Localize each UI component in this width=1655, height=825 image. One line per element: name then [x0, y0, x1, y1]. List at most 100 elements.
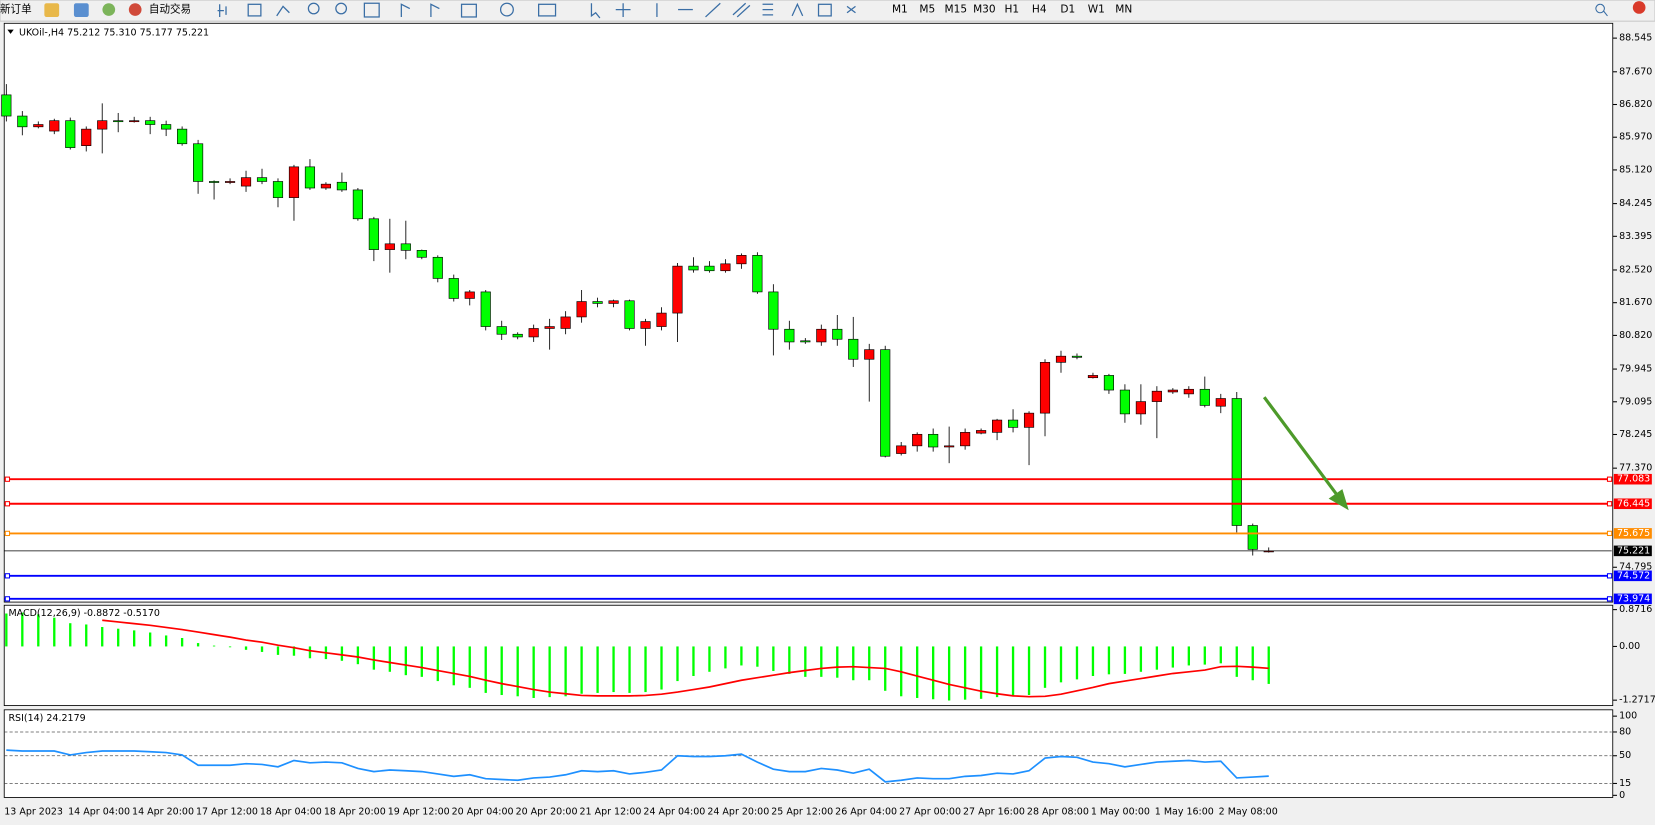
candle-body — [496, 326, 507, 335]
candle-body — [209, 181, 220, 183]
candle-body — [960, 432, 971, 447]
icon[interactable] — [102, 3, 116, 16]
y-tick-label: 0 — [1619, 790, 1625, 801]
candle-body — [752, 255, 763, 293]
price-label: 77.083 — [1617, 474, 1650, 485]
icon[interactable] — [128, 3, 142, 16]
candle-body — [1087, 375, 1099, 379]
candle-body — [672, 265, 683, 314]
timeframe-button[interactable]: D1 — [1060, 4, 1075, 16]
candle-body — [352, 189, 363, 220]
candle-body — [81, 128, 92, 146]
candle-body — [432, 256, 443, 279]
candle-body — [33, 124, 44, 128]
icon[interactable] — [590, 3, 601, 19]
icon[interactable] — [499, 2, 514, 17]
level-handle — [1606, 596, 1613, 602]
candle-body — [113, 120, 124, 123]
candle-body — [608, 300, 619, 304]
icon[interactable] — [460, 3, 477, 18]
icon[interactable] — [817, 3, 832, 17]
x-tick-label: 2 May 08:00 — [1219, 807, 1278, 818]
level-handle — [1606, 476, 1613, 482]
price-label-box — [1613, 528, 1652, 539]
candle-body — [193, 143, 204, 182]
x-tick-label: 20 Apr 04:00 — [452, 807, 514, 818]
toolbar: 新订单 自动交易 — [0, 0, 1655, 22]
candle-body — [49, 120, 60, 132]
title-marker — [7, 29, 14, 34]
candle-body — [464, 291, 475, 299]
candle-body — [544, 326, 555, 329]
candle-body — [976, 430, 987, 434]
icon[interactable] — [762, 3, 774, 16]
candle-body — [896, 445, 907, 454]
timeframe-button[interactable]: H1 — [1004, 4, 1019, 16]
icon[interactable] — [276, 5, 290, 17]
price-label-box — [1613, 593, 1652, 605]
candle-body — [928, 433, 939, 448]
y-tick-label: 50 — [1619, 750, 1631, 761]
x-tick-label: 20 Apr 20:00 — [516, 807, 578, 818]
auto-trading-button[interactable]: 自动交易 — [149, 3, 191, 16]
candle-body — [816, 328, 827, 343]
icon[interactable] — [73, 3, 89, 17]
candle-body — [1007, 419, 1019, 428]
y-tick-label: 0.00 — [1619, 641, 1640, 652]
candle-body — [448, 278, 459, 299]
icon[interactable] — [307, 2, 320, 15]
icon[interactable] — [791, 2, 804, 17]
timeframe-button[interactable]: W1 — [1088, 4, 1105, 16]
candle-body — [65, 120, 76, 148]
candle-body — [320, 183, 332, 189]
candle-body — [256, 177, 268, 182]
level-handle — [4, 501, 11, 507]
icon[interactable] — [430, 3, 440, 17]
candle-body — [1231, 398, 1242, 526]
y-tick-label: 78.245 — [1619, 429, 1652, 440]
x-tick-label: 18 Apr 04:00 — [260, 807, 322, 818]
icon[interactable] — [247, 3, 262, 17]
x-tick-label: 27 Apr 00:00 — [899, 807, 961, 818]
icon[interactable] — [335, 2, 348, 15]
candle-body — [736, 255, 747, 265]
candle-body — [1167, 389, 1178, 393]
candle-body — [992, 419, 1003, 433]
icon[interactable] — [538, 3, 557, 17]
timeframe-button[interactable]: M5 — [919, 4, 935, 16]
y-tick-label: 79.945 — [1619, 364, 1652, 375]
candle-body — [1071, 355, 1083, 358]
timeframe-button[interactable]: M30 — [973, 4, 996, 16]
icon[interactable] — [400, 3, 411, 17]
candle-body — [1, 94, 12, 117]
icon[interactable] — [217, 4, 227, 17]
candle-body — [97, 120, 108, 130]
candle-body — [1247, 525, 1258, 550]
icon[interactable] — [705, 2, 721, 18]
icon[interactable] — [615, 3, 631, 17]
search-icon[interactable] — [1595, 3, 1608, 17]
candle-body — [640, 321, 651, 329]
candle-body — [1199, 388, 1210, 406]
x-tick-label: 17 Apr 12:00 — [196, 807, 258, 818]
toolbar-bar — [0, 0, 1655, 22]
icon[interactable] — [732, 2, 751, 18]
notification-icon[interactable] — [1632, 1, 1646, 14]
timeframe-button[interactable]: M1 — [892, 4, 908, 16]
timeframe-button[interactable]: MN — [1115, 4, 1132, 16]
timeframe-button[interactable]: M15 — [945, 4, 968, 16]
x-tick-label: 1 May 16:00 — [1155, 807, 1214, 818]
candle-body — [272, 181, 284, 198]
pane — [3, 604, 1614, 707]
icon[interactable] — [846, 5, 856, 14]
icon[interactable] — [44, 3, 60, 17]
candle-body — [1103, 375, 1115, 391]
candle-body — [1183, 388, 1194, 395]
timeframe-button[interactable]: H4 — [1032, 4, 1047, 16]
candle-body — [161, 124, 172, 130]
icon[interactable] — [363, 2, 380, 18]
y-tick-label: 83.395 — [1619, 231, 1652, 242]
candle-body — [912, 433, 923, 447]
new-order-button[interactable]: 新订单 — [0, 3, 32, 16]
